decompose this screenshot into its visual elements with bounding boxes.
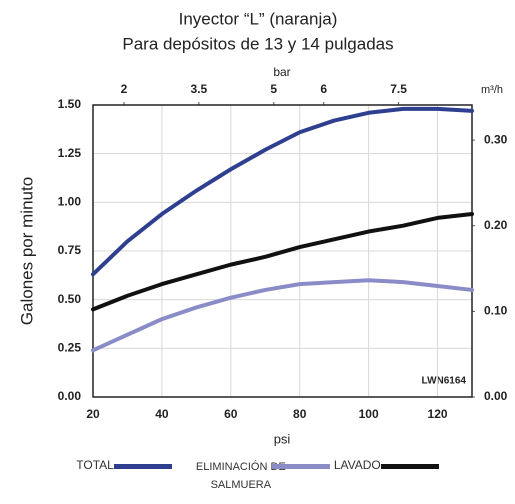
legend-item: LAVADO — [334, 458, 439, 472]
legend-item: TOTAL — [76, 458, 172, 472]
y-tick-label: 1.00 — [58, 195, 82, 209]
x2-tick-label: 3.5 — [191, 82, 208, 96]
legend-swatch — [380, 464, 439, 469]
y-tick-label: 1.50 — [58, 97, 82, 111]
legend-item: ELIMINACIÓN DE SALMUERA — [176, 458, 330, 494]
x-axis-label: psi — [274, 431, 291, 446]
legend-label: TOTAL — [76, 458, 114, 472]
y-tick-label: 0.25 — [58, 341, 82, 355]
y2-tick-label: 0.20 — [484, 218, 508, 232]
legend-swatch — [113, 464, 172, 469]
legend-label: LAVADO — [333, 458, 381, 472]
legend-label: ELIMINACIÓN DE SALMUERA — [195, 461, 286, 491]
annotation: LWN6164 — [422, 376, 467, 387]
x2-axis-label: bar — [273, 65, 290, 79]
x2-tick-label: 7.5 — [390, 82, 407, 96]
y-tick-label: 0.00 — [58, 389, 82, 403]
chart: Inyector “L” (naranja) Para depósitos de… — [17, 9, 508, 446]
legend-swatch — [271, 464, 330, 469]
chart-title: Inyector “L” (naranja) — [179, 9, 338, 28]
x2-tick-label: 6 — [320, 82, 327, 96]
x-tick-label: 60 — [224, 407, 238, 421]
y-tick-label: 0.75 — [58, 243, 82, 257]
x-tick-label: 100 — [359, 407, 379, 421]
y2-axis-label: m³/h — [481, 84, 503, 96]
series-line — [91, 106, 474, 277]
x2-tick-label: 2 — [121, 82, 128, 96]
y-tick-label: 0.50 — [58, 292, 82, 306]
x-tick-label: 20 — [86, 407, 100, 421]
x2-tick-label: 5 — [270, 82, 277, 96]
y-tick-label: 1.25 — [58, 146, 82, 160]
x-tick-label: 120 — [428, 407, 448, 421]
series-line — [91, 212, 474, 312]
y2-tick-label: 0.30 — [484, 132, 508, 146]
y-axis-label: Galones por minuto — [17, 177, 36, 325]
legend: TOTAL ELIMINACIÓN DE SALMUERA LAVADO — [0, 458, 515, 494]
plot-frame — [92, 104, 473, 398]
y2-tick-label: 0.00 — [484, 389, 508, 403]
y2-tick-label: 0.10 — [484, 304, 508, 318]
series-line — [91, 278, 474, 353]
chart-subtitle: Para depósitos de 13 y 14 pulgadas — [122, 34, 393, 53]
x-tick-label: 40 — [155, 407, 169, 421]
x-tick-label: 80 — [293, 407, 307, 421]
